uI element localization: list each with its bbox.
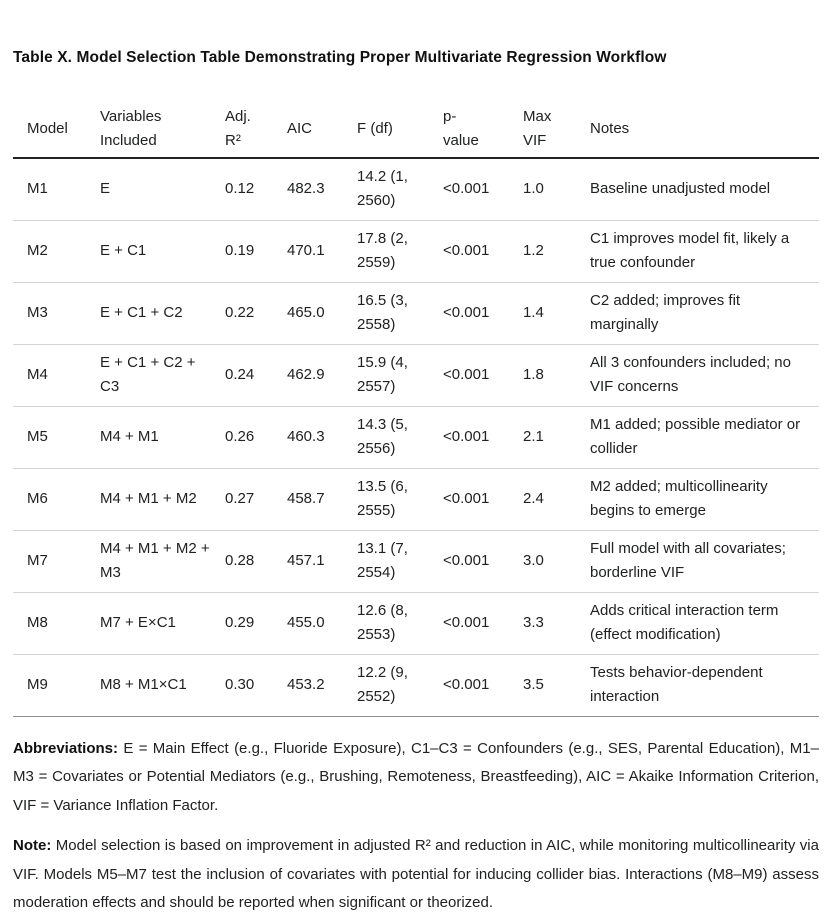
cell-aic: 455.0 [287,614,325,631]
cell-variables: M4 + M1 + M2 + M3 [100,540,210,581]
cell-p-value: <0.001 [443,614,490,631]
cell-f-df: 14.3 (5, 2556) [357,416,408,457]
cell-adj-r2: 0.28 [225,552,255,569]
cell-model: M2 [27,242,48,259]
cell-p-value: <0.001 [443,242,490,259]
cell-p-value: <0.001 [443,428,490,445]
cell-notes: M1 added; possible mediator or collider [590,416,801,457]
cell-variables: E + C1 [100,242,147,259]
table-row: M3 E + C1 + C2 0.22 465.0 16.5 (3, 2558)… [13,282,819,344]
cell-model: M3 [27,304,48,321]
methods-note: Note: Model selection is based on improv… [13,832,819,918]
model-selection-table: Model Variables Included Adj. R² AIC F (… [13,101,819,717]
abbreviations-note: Abbreviations: E = Main Effect (e.g., Fl… [13,735,819,821]
cell-notes: Baseline unadjusted model [590,180,771,198]
cell-max-vif: 1.4 [523,304,544,321]
cell-adj-r2: 0.26 [225,428,255,445]
col-header-variables: Variables Included [100,108,162,149]
cell-variables: M4 + M1 [100,428,159,445]
cell-variables: M8 + M1×C1 [100,676,187,693]
cell-variables: M7 + E×C1 [100,614,176,631]
cell-notes: M2 added; multicollinearity begins to em… [590,478,768,519]
cell-model: M4 [27,366,48,383]
cell-aic: 453.2 [287,676,325,693]
cell-p-value: <0.001 [443,366,490,383]
col-header-f-df: F (df) [357,120,393,137]
cell-f-df: 12.2 (9, 2552) [357,664,408,705]
cell-f-df: 13.5 (6, 2555) [357,478,408,519]
cell-model: M7 [27,552,48,569]
cell-adj-r2: 0.19 [225,242,255,259]
cell-aic: 482.3 [287,180,325,198]
table-row: M8 M7 + E×C1 0.29 455.0 12.6 (8, 2553) <… [13,592,819,654]
col-header-adj-r2: Adj. R² [225,108,251,149]
cell-f-df: 12.6 (8, 2553) [357,602,408,643]
cell-notes: Tests behavior-dependent interaction [590,664,763,705]
cell-adj-r2: 0.12 [225,180,255,198]
cell-aic: 457.1 [287,552,325,569]
cell-f-df: 13.1 (7, 2554) [357,540,408,581]
cell-variables: M4 + M1 + M2 [100,490,197,507]
cell-notes: C1 improves model fit, likely a true con… [590,230,790,271]
cell-max-vif: 3.3 [523,614,544,631]
cell-adj-r2: 0.30 [225,676,255,693]
table-row: M5 M4 + M1 0.26 460.3 14.3 (5, 2556) <0.… [13,406,819,468]
cell-max-vif: 1.8 [523,366,544,383]
cell-notes: Adds critical interaction term (effect m… [590,602,779,643]
cell-f-df: 16.5 (3, 2558) [357,292,408,333]
cell-p-value: <0.001 [443,490,490,507]
cell-max-vif: 2.1 [523,428,544,445]
table-row: M6 M4 + M1 + M2 0.27 458.7 13.5 (6, 2555… [13,468,819,530]
cell-max-vif: 3.0 [523,552,544,569]
cell-f-df: 14.2 (1, 2560) [357,168,408,210]
cell-p-value: <0.001 [443,304,490,321]
cell-adj-r2: 0.22 [225,304,255,321]
col-header-p-value: p- value [443,108,479,149]
cell-aic: 458.7 [287,490,325,507]
cell-variables: E + C1 + C2 + C3 [100,354,196,395]
cell-aic: 465.0 [287,304,325,321]
cell-adj-r2: 0.27 [225,490,255,507]
cell-model: M8 [27,614,48,631]
abbreviations-text: E = Main Effect (e.g., Fluoride Exposure… [13,739,819,814]
cell-adj-r2: 0.29 [225,614,255,631]
cell-model: M6 [27,490,48,507]
cell-notes: All 3 confounders included; no VIF conce… [590,354,791,395]
cell-max-vif: 3.5 [523,676,544,693]
table-row: M1 E 0.12 482.3 14.2 (1, 2560) <0.001 1.… [13,158,819,220]
cell-p-value: <0.001 [443,552,490,569]
cell-variables: E [100,180,111,198]
col-header-max-vif: Max VIF [523,108,552,149]
cell-model: M9 [27,676,48,693]
table-title: Table X. Model Selection Table Demonstra… [13,49,667,66]
header-row: Model Variables Included Adj. R² AIC F (… [13,101,819,158]
cell-adj-r2: 0.24 [225,366,255,383]
cell-aic: 462.9 [287,366,325,383]
cell-f-df: 15.9 (4, 2557) [357,354,408,395]
col-header-model: Model [27,120,68,137]
cell-p-value: <0.001 [443,180,490,198]
table-row: M2 E + C1 0.19 470.1 17.8 (2, 2559) <0.0… [13,220,819,282]
cell-p-value: <0.001 [443,676,490,693]
cell-aic: 460.3 [287,428,325,445]
cell-variables: E + C1 + C2 [100,304,183,321]
cell-max-vif: 1.0 [523,180,544,198]
note-label: Note: [13,837,52,854]
table-row: M4 E + C1 + C2 + C3 0.24 462.9 15.9 (4, … [13,344,819,406]
table-row: M7 M4 + M1 + M2 + M3 0.28 457.1 13.1 (7,… [13,530,819,592]
cell-aic: 470.1 [287,242,325,259]
cell-max-vif: 2.4 [523,490,544,507]
table-row: M9 M8 + M1×C1 0.30 453.2 12.2 (9, 2552) … [13,654,819,716]
cell-notes: C2 added; improves fit marginally [590,292,741,333]
cell-f-df: 17.8 (2, 2559) [357,230,408,271]
cell-model: M5 [27,428,48,445]
cell-notes: Full model with all covariates; borderli… [590,540,786,581]
cell-model: M1 [27,180,48,198]
note-text: Model selection is based on improvement … [13,837,819,911]
col-header-aic: AIC [287,120,313,137]
abbreviations-label: Abbreviations: [13,739,119,757]
cell-max-vif: 1.2 [523,242,544,259]
col-header-notes: Notes [590,120,630,137]
